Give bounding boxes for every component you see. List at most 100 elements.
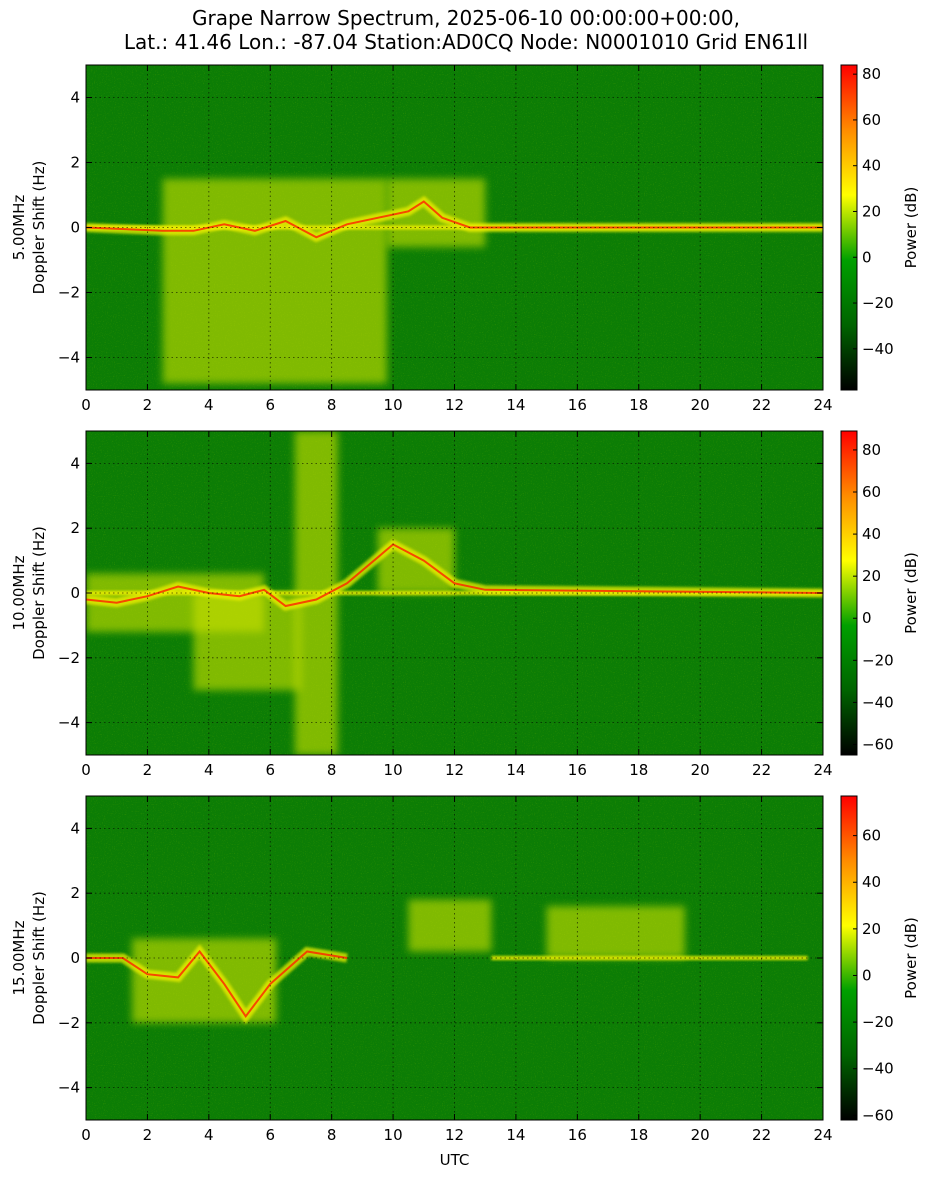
colorbar-tick-label: −20 [862,294,894,312]
colorbar-tick-label: 40 [862,525,881,543]
x-tick-label: 20 [691,761,710,779]
colorbar-2: −60 −40 −20 0 20 40 60 80 Power (dB) [840,430,920,756]
colorbar-tick-label: 0 [862,248,872,266]
y-axis-label: Doppler Shift (Hz) [30,891,48,1025]
y-tick-label: 2 [70,519,80,537]
colorbar-tick-label: −20 [862,651,894,669]
y-tick-label: 4 [70,89,80,107]
figure-title: Grape Narrow Spectrum, 2025-06-10 00:00:… [0,6,932,54]
colorbar-tick-label: 60 [862,483,881,501]
x-tick-label: 8 [327,1126,337,1144]
x-tick-label: 6 [265,761,275,779]
x-tick-label: 14 [506,1126,525,1144]
figure-title-line1: Grape Narrow Spectrum, 2025-06-10 00:00:… [192,6,740,30]
x-tick-label: 4 [204,1126,214,1144]
colorbar-tick-label: −40 [862,693,894,711]
figure-title-line2: Lat.: 41.46 Lon.: -87.04 Station:AD0CQ N… [123,30,809,54]
x-tick-label: 0 [81,1126,91,1144]
colorbar-tick-label: 20 [862,920,881,938]
plot-area [86,796,823,1120]
colorbar-tick-label: −20 [862,1013,894,1031]
colorbar-3: −60 −40 −20 0 20 40 60 Power (dB) [840,795,920,1124]
colorbar-label: Power (dB) [902,917,920,999]
y-tick-label: −4 [58,1079,80,1097]
x-tick-label: 20 [691,396,710,414]
colorbar-tick-label: −60 [862,735,894,753]
x-tick-label: 24 [813,396,832,414]
colorbar-tick-label: 60 [862,827,881,845]
y-tick-label: −2 [58,284,80,302]
plot-area [86,65,823,390]
x-tick-label: 12 [445,761,464,779]
x-tick-label: 4 [204,396,214,414]
y-tick-label: 2 [70,154,80,172]
x-tick-label: 6 [265,1126,275,1144]
colorbar-tick-label: 0 [862,966,872,984]
x-tick-label: 22 [752,761,771,779]
colorbar-tick-label: 40 [862,873,881,891]
x-tick-label: 10 [384,761,403,779]
x-tick-label: 22 [752,1126,771,1144]
colorbar-scale [840,795,858,1121]
x-tick-label: 18 [629,761,648,779]
x-tick-label: 16 [568,396,587,414]
x-tick-label: 10 [384,1126,403,1144]
colorbar-tick-label: −60 [862,1106,894,1124]
y-axis-label-frequency: 10.00MHz [10,555,28,630]
colorbar-tick-label: −40 [862,1060,894,1078]
colorbar-label: Power (dB) [902,552,920,634]
colorbar-scale [840,430,858,756]
x-tick-label: 0 [81,396,91,414]
y-tick-label: 0 [70,949,80,967]
spread-region [162,178,387,384]
x-tick-label: 14 [506,761,525,779]
colorbar-tick-label: 20 [862,567,881,585]
doppler-trace [86,543,823,608]
y-axis-label: Doppler Shift (Hz) [30,526,48,660]
plot-area [86,431,823,755]
x-tick-label: 8 [327,396,337,414]
doppler-trace [86,949,348,1019]
colorbar-1: −40 −20 0 20 40 60 80 Power (dB) [840,64,920,391]
x-tick-label: 2 [143,396,153,414]
x-tick-label: 6 [265,396,275,414]
y-tick-label: −4 [58,349,80,367]
x-tick-label: 20 [691,1126,710,1144]
y-tick-label: −2 [58,649,80,667]
x-tick-label: 0 [81,761,91,779]
x-tick-label: 4 [204,761,214,779]
colorbar-tick-label: 40 [862,157,881,175]
spread-region [408,899,492,952]
colorbar-tick-label: 20 [862,202,881,220]
x-tick-label: 2 [143,1126,153,1144]
colorbar-scale [840,64,858,391]
y-tick-label: −4 [58,714,80,732]
y-axis-label: Doppler Shift (Hz) [30,161,48,295]
x-tick-label: 8 [327,761,337,779]
x-tick-label: 10 [384,396,403,414]
doppler-trace [86,200,823,239]
y-axis-label-frequency: 15.00MHz [10,920,28,995]
colorbar-label: Power (dB) [902,187,920,269]
y-tick-label: 0 [70,219,80,237]
x-axis-label: UTC [440,1151,470,1169]
spread-region [546,906,685,958]
colorbar-tick-label: −40 [862,340,894,358]
x-tick-label: 16 [568,1126,587,1144]
x-tick-label: 18 [629,396,648,414]
y-tick-label: −2 [58,1014,80,1032]
y-tick-label: 0 [70,584,80,602]
x-tick-label: 24 [813,761,832,779]
colorbar-tick-label: 80 [862,65,881,83]
x-tick-label: 2 [143,761,153,779]
colorbar-tick-label: 60 [862,111,881,129]
x-tick-label: 16 [568,761,587,779]
y-axis-label-frequency: 5.00MHz [10,195,28,261]
x-tick-label: 24 [813,1126,832,1144]
x-tick-label: 22 [752,396,771,414]
y-tick-label: 4 [70,454,80,472]
